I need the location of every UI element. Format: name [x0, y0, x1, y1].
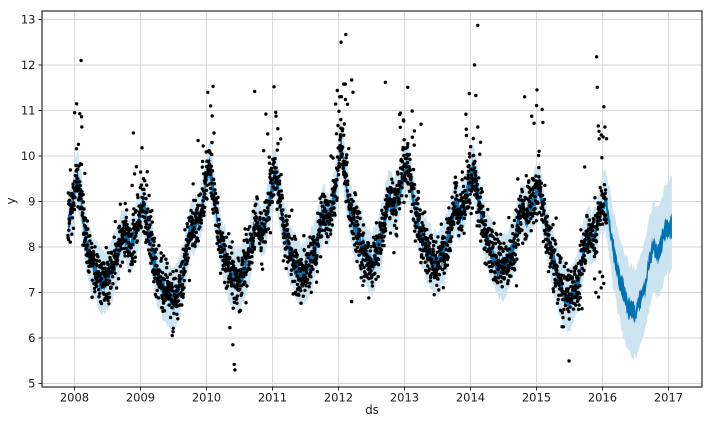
outlier-point	[474, 93, 478, 98]
x-tick-label: 2010	[192, 391, 221, 405]
outlier-point	[594, 290, 598, 295]
outlier-point	[211, 84, 215, 89]
x-tick-label: 2017	[654, 391, 683, 405]
outlier-point	[264, 112, 268, 116]
outlier-point	[602, 281, 606, 286]
outlier-point	[604, 137, 609, 141]
outlier-point	[231, 343, 235, 347]
y-axis-label: y	[4, 197, 18, 204]
outlier-point	[342, 82, 346, 86]
y-tick-label: 10	[21, 149, 36, 163]
outlier-point	[598, 270, 602, 274]
x-tick-label: 2013	[390, 391, 419, 405]
x-tick-label: 2009	[126, 391, 155, 405]
outlier-point	[600, 274, 605, 279]
outlier-point	[595, 85, 599, 90]
x-tick-label: 2014	[456, 391, 485, 405]
outlier-point	[78, 112, 82, 116]
outlier-point	[522, 95, 527, 99]
outlier-point	[206, 90, 210, 95]
outlier-point	[232, 362, 236, 367]
outlier-point	[594, 55, 599, 59]
outlier-point	[583, 165, 587, 169]
outlier-point	[233, 368, 237, 372]
uncertainty-band	[67, 117, 672, 361]
outlier-point	[253, 89, 257, 94]
y-tick-label: 5	[28, 377, 35, 391]
outlier-point	[74, 147, 79, 151]
y-tick-label: 11	[21, 104, 36, 118]
outlier-point	[276, 127, 280, 131]
outlier-point	[274, 110, 278, 115]
x-axis-label: ds	[365, 403, 379, 417]
outlier-point	[592, 277, 597, 281]
observed-points	[66, 23, 609, 372]
outlier-point	[476, 23, 480, 28]
series-layer	[66, 23, 672, 372]
tick-labels: 2008 2009 2010 2011 2012 2013 2014 2015 2016 2017…	[21, 13, 683, 405]
x-tick-label: 2016	[588, 391, 617, 405]
outlier-point	[344, 32, 348, 37]
plot-border	[41, 10, 703, 388]
outlier-point	[79, 58, 83, 63]
y-tick-label: 13	[21, 13, 36, 27]
plot-area: 2008 2009 2010 2011 2012 2013 2014 2015 2016 2017…	[21, 10, 703, 405]
forecast-line	[67, 133, 672, 325]
outlier-point	[80, 125, 84, 129]
outlier-point	[596, 295, 601, 299]
x-tick-label: 2008	[60, 391, 89, 405]
y-tick-label: 8	[28, 240, 35, 254]
outlier-point	[599, 286, 603, 290]
outlier-point	[383, 80, 388, 85]
outlier-point	[406, 85, 410, 90]
x-tick-label: 2015	[522, 391, 551, 405]
x-tick-label: 2012	[324, 391, 353, 405]
y-tick-label: 7	[28, 286, 35, 300]
outlier-point	[351, 90, 355, 95]
outlier-point	[419, 122, 423, 126]
y-tick-label: 12	[21, 58, 36, 72]
outlier-point	[472, 63, 477, 67]
outlier-point	[350, 78, 354, 82]
axis-ticks	[38, 19, 669, 391]
x-tick-label: 2011	[258, 391, 287, 405]
y-tick-label: 6	[28, 331, 35, 345]
y-tick-label: 9	[28, 195, 35, 209]
outlier-point	[350, 299, 354, 304]
